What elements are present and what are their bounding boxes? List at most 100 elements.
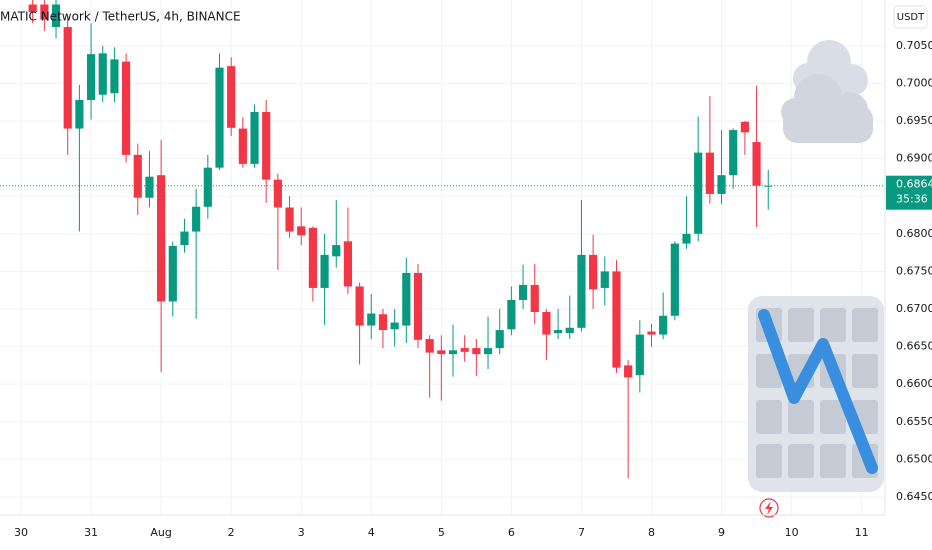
candle-body [659,315,668,335]
candle-body [402,272,411,326]
candle-body [612,271,621,368]
candle-body [565,327,574,334]
y-tick-label: 0.6650 [896,340,932,353]
candle-body [460,348,469,352]
candle-body [425,339,434,353]
candle-body [647,331,656,335]
candle-body [343,241,353,287]
candle-body [51,4,61,28]
candle-body [157,175,166,302]
candle-body [250,112,259,164]
candle-body [530,284,539,313]
x-tick-label: 5 [438,526,445,539]
chart-title: MATIC Network / TetherUS, 4h, BINANCE [0,10,241,24]
candle-body [670,243,679,316]
candle-body [238,128,247,164]
candle-body [355,286,364,326]
candle-body [390,322,399,330]
candle-body [752,142,761,186]
candle-body [367,313,376,326]
x-tick-label: 9 [718,526,725,539]
x-tick-label: 31 [84,526,98,539]
candle-body [717,175,726,194]
grid [0,0,885,515]
candle-body [554,330,563,334]
candle-body [437,350,446,355]
candle-body [192,206,201,232]
candle-body [40,4,49,20]
candle-body [448,350,458,355]
y-tick-label: 0.6900 [896,152,932,165]
candle-body [320,254,329,288]
candle-body [285,207,294,232]
candle-body [75,99,84,129]
candle-body [133,154,142,198]
x-tick-label: 4 [368,526,375,539]
candle-body [682,233,691,244]
candles [28,0,773,479]
y-tick-label: 0.6950 [896,114,932,127]
candle-body [589,254,598,290]
y-tick-label: 0.6500 [896,452,932,465]
candle-body [110,59,119,94]
flash-icon[interactable] [759,498,779,518]
candle-body [215,67,224,168]
candle-body [577,254,586,328]
last-price-label: 0.6864 [896,178,932,191]
candle-body [740,121,749,133]
candle-body [308,227,317,288]
y-tick-label: 0.6450 [896,490,932,503]
candle-body [273,179,282,208]
candle-body [542,312,551,335]
candle-body [518,284,528,300]
candle-body [145,176,154,198]
x-tick-label: Aug [150,526,171,539]
x-tick-label: 3 [298,526,305,539]
candle-body [495,330,504,349]
candle-body [98,53,107,95]
candle-body [624,365,633,378]
candle-body [297,226,306,236]
candle-body [483,348,493,355]
y-tick-label: 0.6750 [896,264,932,277]
candle-body [168,245,177,302]
y-tick-label: 0.6600 [896,377,932,390]
last-price-box [886,175,932,210]
y-tick-label: 0.7050 [896,39,932,52]
countdown-label: 35:36 [896,193,928,206]
x-tick-label: 8 [648,526,655,539]
candle-body [28,4,37,13]
candle-body [729,130,738,176]
candle-body [694,152,703,234]
x-tick-label: 7 [578,526,585,539]
candle-body [262,112,271,180]
candle-body [600,271,609,288]
candle-body [86,54,96,100]
x-tick-label: 30 [14,526,28,539]
y-tick-label: 0.6700 [896,302,932,315]
currency-label: USDT [897,12,925,23]
candle-body [203,167,212,207]
candle-body [227,66,236,128]
x-tick-label: 2 [228,526,235,539]
candle-body [180,231,189,246]
candle-body [635,334,644,376]
cloud-icon [781,74,873,143]
y-tick-label: 0.6550 [896,415,932,428]
y-tick-label: 0.6800 [896,227,932,240]
x-tick-label: 10 [785,526,799,539]
x-tick-label: 6 [508,526,515,539]
candle-body [413,272,423,340]
candle-body [122,61,131,155]
candle-body [705,152,714,194]
currency-button[interactable] [893,5,928,29]
candle-body [472,348,481,355]
candle-body [332,245,341,257]
candle-body [378,314,388,331]
x-tick-label: 11 [855,526,869,539]
candle-body [63,27,72,129]
calendar-icon [748,296,884,492]
candle-body [507,299,516,330]
